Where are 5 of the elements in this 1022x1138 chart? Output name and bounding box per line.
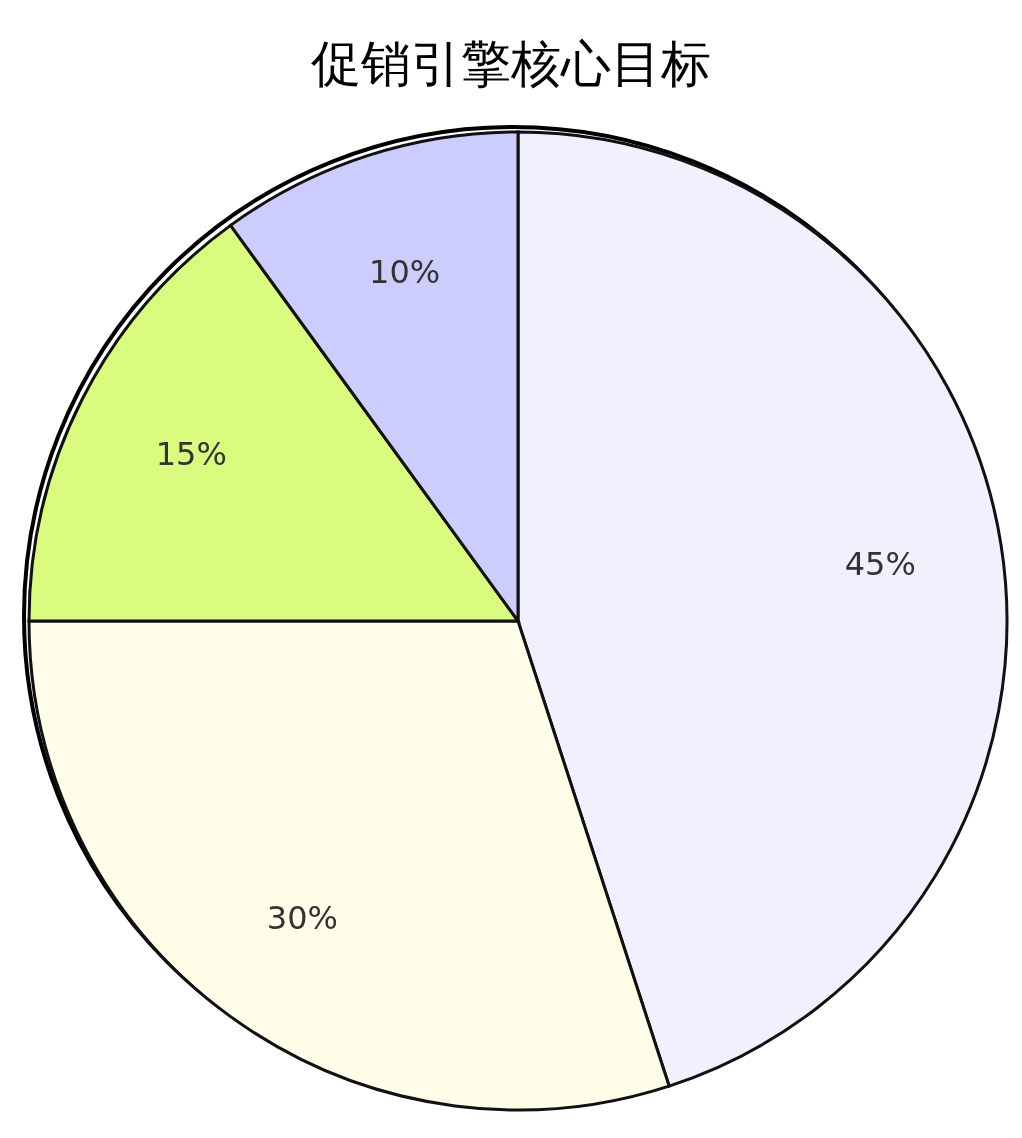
data-label: 45% bbox=[844, 544, 916, 583]
chart-title: 促销引擎核心目标 bbox=[311, 35, 711, 93]
data-label: 10% bbox=[369, 253, 441, 292]
data-label: 30% bbox=[266, 898, 338, 937]
data-label: 15% bbox=[155, 435, 227, 474]
